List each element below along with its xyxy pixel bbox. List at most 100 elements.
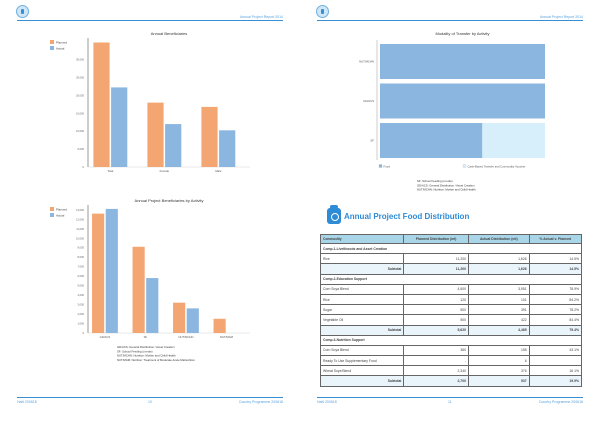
y-tick-label: 6,000 [78,274,85,278]
logo-icon [16,5,29,18]
section-title: Annual Project Food Distribution [344,212,470,221]
y-tick-label: GD/ACS [363,99,374,103]
table-cell: 3,551 [467,283,530,295]
table-cell: 1,626 [467,253,530,265]
table-cell: 422 [467,314,530,326]
table-cell: Ready To Use Supplementary Food [319,355,405,367]
bar-planned [173,302,186,333]
legend-swatch [462,164,467,168]
x-tick-label: Total [107,169,113,173]
x-tick-label: NUT/MCHN [178,335,193,339]
y-tick-label: 7,000 [78,265,85,269]
table-row: Corn Soya Blend 4,500 3,551 78.9% [319,283,583,295]
header-title: Annual Project Report 2014 [540,15,583,19]
legend-swatch [378,164,383,168]
footer-divider [317,397,583,398]
y-tick-label: 25,000 [76,76,84,80]
table-cell: Wheat Soya Blend [319,365,405,377]
column-header: Planned Distribution (mt) [403,234,469,244]
y-tick-label: SF [370,139,374,143]
table-cell: Corn Soya Blend [319,344,405,357]
table-row: Corn Soya Blend 360 155 43.1% [319,344,583,357]
table-cell: 500 [403,304,469,316]
bar-segment [380,123,483,158]
table-cell: 16.1% [528,365,583,377]
y-tick-label: 13,000 [76,208,84,212]
column-header: Commodity [319,234,405,244]
footnote: GD/ACS: General Distribution / Asset Cre… [417,183,475,187]
table-cell: Rice [319,293,405,306]
bar-actual [146,278,159,333]
table-cell: 6 [467,355,530,367]
group-name: Comp.2-Education Support [320,273,582,285]
subtotal-cell: 14.5% [528,263,583,275]
chart-title: Annual Beneficiaries [151,31,187,36]
y-tick-label: 1,000 [78,322,85,326]
legend-label: Cash-Based Transfer and Commodity Vouche… [468,164,526,168]
table-cell: 376 [467,365,530,377]
group-name: Comp.3-Nutrition Support [320,334,582,346]
bar-planned [93,42,110,167]
chart-title: Modality of Transfer by Activity [435,31,489,36]
subtotal-cell: 11,200 [403,263,469,275]
column-header: Actual Distribution (mt) [467,234,530,244]
legend-swatch [50,213,54,217]
footnote: SF: School Feeding (on-site) [417,179,453,183]
x-tick-label: NUT/MAM [220,335,234,339]
table-header-row: Commodity Planned Distribution (mt) Actual… [319,234,583,244]
table-cell: Vegetable Oil [319,314,405,326]
subtotal-cell: 19.9% [528,375,583,387]
bar-actual [105,208,118,333]
footer-divider [17,397,283,398]
legend-label: Actual [56,213,65,217]
legend-label: Actual [56,46,65,50]
food-distribution-table: Commodity Planned Distribution (mt) Actual… [319,234,583,387]
modality-chart: Modality of Transfer by Activity NUT/MCHN… [359,31,545,192]
y-tick-label: 30,000 [76,58,84,62]
bar-segment [380,83,545,119]
subtotal-row: Subtotal 2,700 537 19.9% [319,375,583,387]
table-row: Rice 120 101 84.2% [319,293,583,306]
bar-segment [482,123,545,158]
group-row: Comp.1-Livelihoods and Asset Creation [320,242,582,255]
y-tick-label: 10,000 [76,129,84,133]
legend-swatch [50,40,54,44]
footnote: NUT/MCHN: Nutrition: Mother and Child He… [417,188,476,192]
y-tick-label: 20,000 [76,93,84,97]
table-cell: 155 [467,344,530,357]
table-cell: 78.9% [528,283,583,295]
subtotal-cell: Subtotal [319,375,405,387]
table-cell: 14.5% [528,253,583,265]
header-divider [317,20,583,21]
y-tick-label: 11,000 [76,227,84,231]
group-name: Comp.1-Livelihoods and Asset Creation [320,242,582,255]
y-tick-label: 8,000 [78,255,85,259]
footnote: NUT/MCHN: Nutrition: Mother and Child He… [117,354,176,358]
y-tick-label: NUT/MCHN [359,60,374,64]
y-tick-label: 10,000 [76,236,84,240]
page-number: 10 [148,400,152,404]
table-row: Sugar 500 391 78.2% [319,304,583,316]
footnote: GD/ACS: General Distribution / Asset Cre… [117,345,175,349]
table-cell: 84.2% [528,293,583,306]
table-cell: Rice [319,253,405,265]
group-row: Comp.3-Nutrition Support [320,334,582,346]
y-tick-label: 3,000 [78,303,85,307]
bar-segment [380,44,545,79]
subtotal-cell: Subtotal [319,263,405,275]
footer-right: Country Programme 200618 [238,400,283,404]
y-tick-label: 9,000 [78,246,85,250]
table-cell: 360 [403,344,469,357]
table-cell [528,355,583,367]
page-number: 11 [448,400,452,404]
table-cell: 500 [403,314,469,326]
footer-left: Haiti 200618 [17,400,37,404]
y-tick-label: 0 [83,165,85,169]
footer-left: Haiti 200618 [317,400,337,404]
bar-planned [92,213,105,333]
table-cell: 43.1% [528,344,583,357]
table-row: Vegetable Oil 500 422 84.4% [319,314,583,326]
table-cell: - [403,355,469,367]
table-row: Rice 11,200 1,626 14.5% [319,253,583,265]
subtotal-cell: 2,700 [403,375,469,387]
